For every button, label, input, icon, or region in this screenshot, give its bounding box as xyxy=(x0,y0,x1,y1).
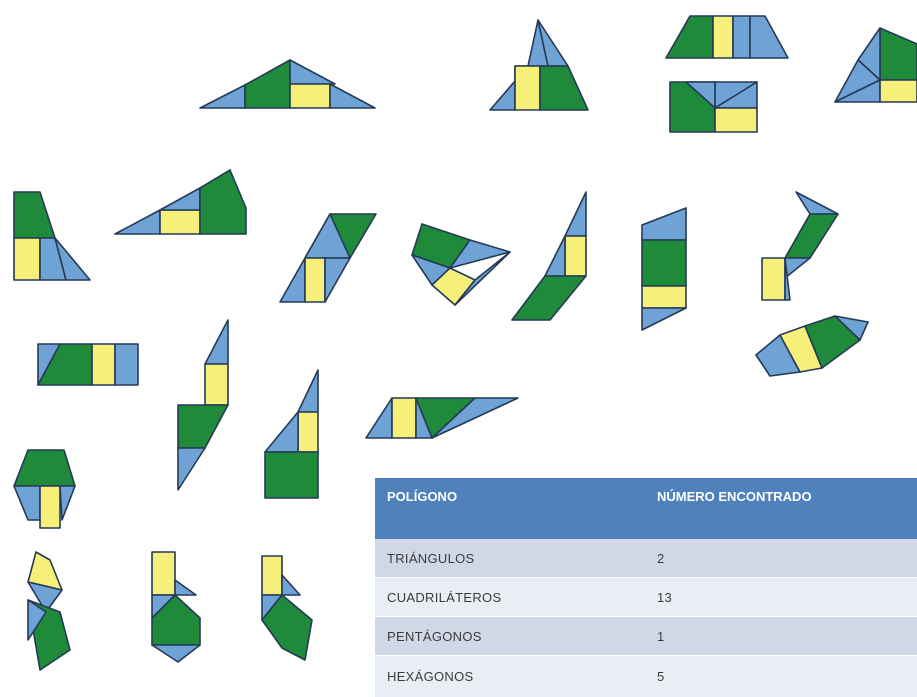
figure-hexagon-1 xyxy=(13,449,76,529)
header-count: NÚMERO ENCONTRADO xyxy=(645,478,917,539)
figure-parallelogram-2 xyxy=(511,191,587,321)
row-quadrilaterals-count: 13 xyxy=(645,578,917,617)
polygon-count-table: POLÍGONO NÚMERO ENCONTRADO TRIÁNGULOS 2 … xyxy=(375,478,917,697)
figure-parallelogram-1 xyxy=(279,213,377,303)
figure-quad-tilted xyxy=(411,223,511,306)
figure-hexagon-2 xyxy=(27,551,71,671)
row-quadrilaterals-label: CUADRILÁTEROS xyxy=(375,578,645,617)
figure-parallelogram-5 xyxy=(365,397,519,439)
header-polygon: POLÍGONO xyxy=(375,478,645,539)
row-triangles-label: TRIÁNGULOS xyxy=(375,539,645,578)
figure-triangle-tall xyxy=(489,19,589,111)
figure-hexagon-4 xyxy=(261,555,313,661)
figure-quad-left xyxy=(13,191,91,281)
row-hexagons-count: 5 xyxy=(645,656,917,697)
figure-parallelogram-4 xyxy=(177,319,229,491)
row-pentagons-label: PENTÁGONOS xyxy=(375,617,645,656)
row-triangles-count: 2 xyxy=(645,539,917,578)
figure-trapezoid-top xyxy=(665,15,789,59)
figure-triangle-wide xyxy=(199,59,376,109)
figure-quad-wide xyxy=(114,169,247,235)
row-pentagons-count: 1 xyxy=(645,617,917,656)
figure-pentagon xyxy=(264,369,319,499)
figure-rectangle-left xyxy=(37,343,139,386)
figure-quad-vertical xyxy=(641,207,687,331)
figure-hexagon-3 xyxy=(151,551,201,663)
figure-parallelogram-3 xyxy=(761,191,839,301)
figure-hexagon-right xyxy=(755,315,869,377)
figure-rectangle-top xyxy=(669,81,758,133)
figure-triangle-edge xyxy=(834,27,917,103)
row-hexagons-label: HEXÁGONOS xyxy=(375,656,645,697)
